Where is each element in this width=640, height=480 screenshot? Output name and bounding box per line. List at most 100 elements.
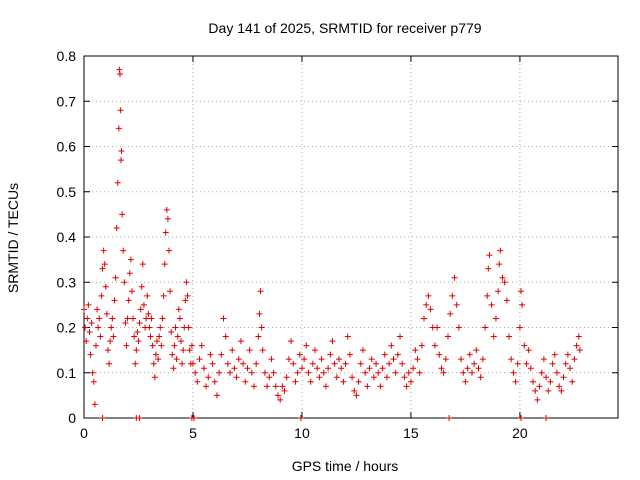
data-point xyxy=(345,334,351,340)
data-point xyxy=(347,352,353,358)
data-point xyxy=(140,261,146,267)
data-point xyxy=(434,325,440,331)
data-point xyxy=(115,180,121,186)
data-point xyxy=(447,311,453,317)
data-point xyxy=(147,334,153,340)
data-point xyxy=(469,370,475,376)
data-point xyxy=(112,297,118,303)
data-point xyxy=(131,334,137,340)
x-tick-label: 5 xyxy=(189,425,197,441)
data-point xyxy=(314,365,320,371)
data-point xyxy=(119,211,125,217)
data-point xyxy=(229,347,235,353)
x-tick-label: 0 xyxy=(80,425,88,441)
data-point xyxy=(567,365,573,371)
data-point xyxy=(132,361,138,367)
data-point xyxy=(340,379,346,385)
data-point xyxy=(428,306,434,312)
data-point xyxy=(163,229,169,235)
data-point xyxy=(177,315,183,321)
data-point xyxy=(94,306,100,312)
data-point xyxy=(223,334,229,340)
y-axis-label: SRMTID / TECUs xyxy=(5,183,21,293)
data-point xyxy=(367,365,373,371)
chart-title: Day 141 of 2025, SRMTID for receiver p77… xyxy=(208,20,481,36)
data-point xyxy=(373,361,379,367)
data-point xyxy=(336,356,342,362)
y-tick-label: 0 xyxy=(68,410,76,426)
data-point xyxy=(214,392,220,398)
data-point xyxy=(262,370,268,376)
y-tick-label: 0.3 xyxy=(57,274,77,290)
data-point xyxy=(571,356,577,362)
data-point xyxy=(547,379,553,385)
data-point xyxy=(231,365,237,371)
data-point xyxy=(124,343,130,349)
data-point xyxy=(356,379,362,385)
data-point xyxy=(152,374,158,380)
data-point xyxy=(493,315,499,321)
data-point xyxy=(109,315,115,321)
data-point xyxy=(218,352,224,358)
data-point xyxy=(120,248,126,254)
data-point xyxy=(179,361,185,367)
data-point xyxy=(349,374,355,380)
data-point xyxy=(443,356,449,362)
data-point xyxy=(303,343,309,349)
data-point xyxy=(397,334,403,340)
data-point xyxy=(118,107,124,113)
data-point xyxy=(404,383,410,389)
data-point xyxy=(118,148,124,154)
data-point xyxy=(299,365,305,371)
data-point xyxy=(104,311,110,317)
data-point xyxy=(462,379,468,385)
data-point xyxy=(321,370,327,376)
data-point xyxy=(513,379,519,385)
data-point xyxy=(81,306,87,312)
data-point xyxy=(183,279,189,285)
data-point xyxy=(452,275,458,281)
scatter-chart: Day 141 of 2025, SRMTID for receiver p77… xyxy=(0,0,640,480)
data-point xyxy=(180,347,186,353)
data-point xyxy=(495,288,501,294)
data-point xyxy=(467,352,473,358)
data-point xyxy=(316,374,322,380)
data-point xyxy=(173,325,179,331)
data-point xyxy=(256,311,262,317)
data-point xyxy=(205,374,211,380)
data-point xyxy=(286,356,292,362)
data-point xyxy=(220,315,226,321)
data-point xyxy=(473,347,479,353)
data-point xyxy=(247,347,253,353)
x-tick-label: 20 xyxy=(512,425,528,441)
data-point xyxy=(216,370,222,376)
data-point xyxy=(506,334,512,340)
data-point xyxy=(393,370,399,376)
y-tick-label: 0.4 xyxy=(57,229,77,245)
data-point xyxy=(375,370,381,376)
data-point xyxy=(255,334,261,340)
data-point xyxy=(166,248,172,254)
data-point xyxy=(116,125,122,131)
data-point xyxy=(554,370,560,376)
data-point xyxy=(158,343,164,349)
data-point xyxy=(449,293,455,299)
data-point xyxy=(284,374,290,380)
data-point xyxy=(539,370,545,376)
data-point xyxy=(240,361,246,367)
data-point xyxy=(210,361,216,367)
data-point xyxy=(85,302,91,308)
data-point xyxy=(114,225,120,231)
data-point xyxy=(569,379,575,385)
data-point xyxy=(138,306,144,312)
data-point xyxy=(486,252,492,258)
data-point xyxy=(421,315,427,321)
data-point xyxy=(236,356,242,362)
data-point xyxy=(130,315,136,321)
data-point xyxy=(88,352,94,358)
data-point xyxy=(519,302,525,308)
data-point xyxy=(141,302,147,308)
data-point xyxy=(259,325,265,331)
data-point xyxy=(108,325,114,331)
data-point xyxy=(203,383,209,389)
